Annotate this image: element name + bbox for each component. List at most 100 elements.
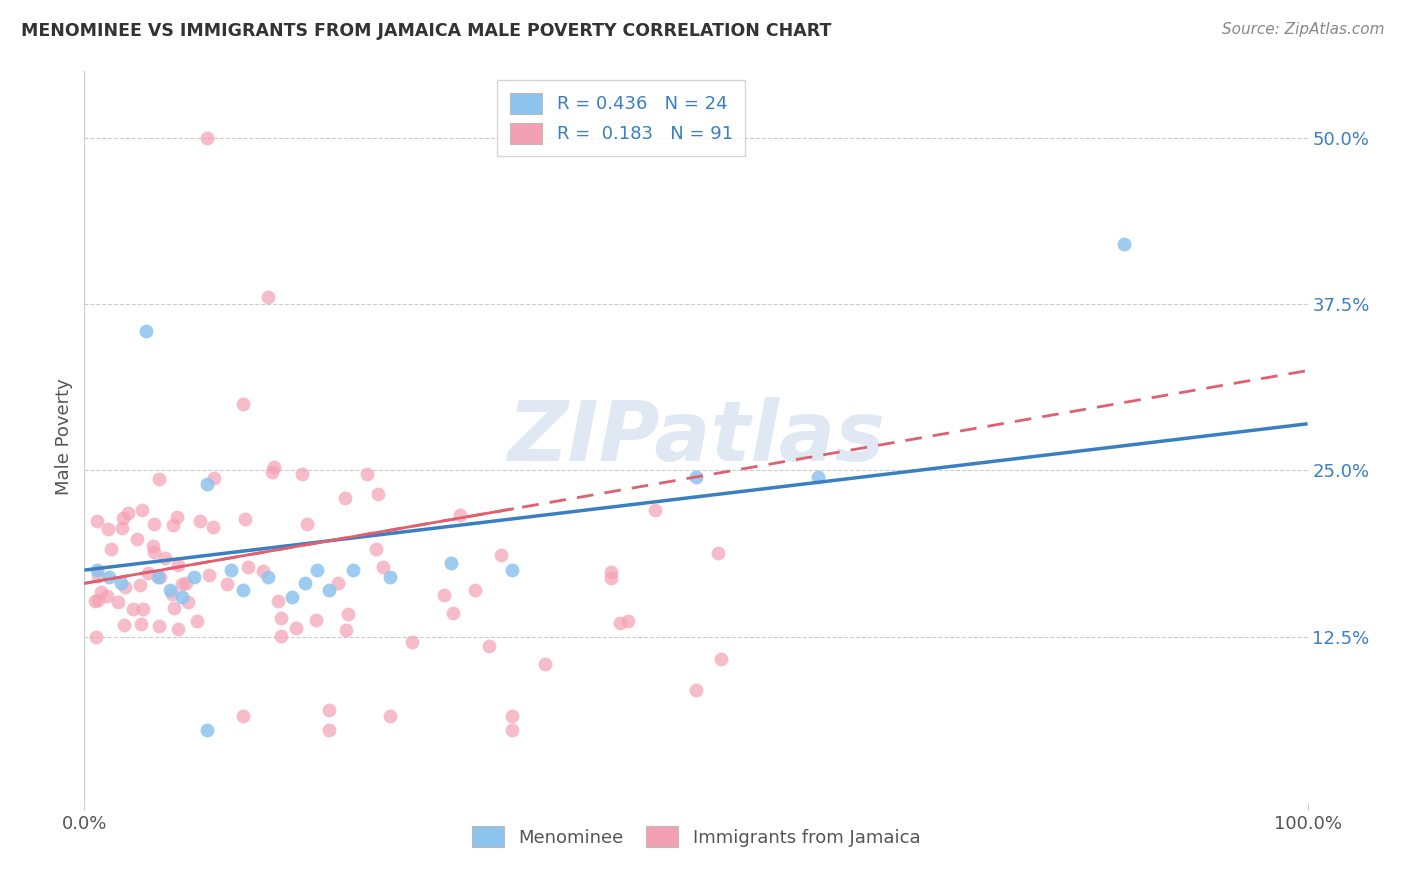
Point	[707, 546, 730, 560]
Legend: Menominee, Immigrants from Jamaica: Menominee, Immigrants from Jamaica	[460, 814, 932, 860]
Point	[125, 532, 148, 546]
Point	[685, 470, 707, 484]
Point	[162, 601, 184, 615]
Point	[326, 575, 349, 590]
Point	[401, 634, 423, 648]
Point	[599, 566, 621, 580]
Point	[195, 131, 218, 145]
Point	[449, 508, 471, 522]
Point	[335, 624, 357, 638]
Point	[142, 539, 165, 553]
Point	[131, 503, 153, 517]
Point	[148, 472, 170, 486]
Point	[83, 593, 105, 607]
Point	[114, 618, 136, 632]
Point	[233, 512, 256, 526]
Point	[96, 589, 118, 603]
Point	[219, 563, 242, 577]
Point	[135, 324, 157, 338]
Point	[128, 578, 150, 592]
Point	[132, 602, 155, 616]
Text: MENOMINEE VS IMMIGRANTS FROM JAMAICA MALE POVERTY CORRELATION CHART: MENOMINEE VS IMMIGRANTS FROM JAMAICA MAL…	[21, 22, 831, 40]
Point	[533, 657, 555, 672]
Point	[281, 590, 304, 604]
Point	[177, 595, 200, 609]
Point	[502, 723, 524, 737]
Point	[502, 709, 524, 723]
Point	[367, 486, 389, 500]
Point	[170, 577, 193, 591]
Point	[90, 585, 112, 599]
Point	[86, 514, 108, 528]
Point	[238, 559, 260, 574]
Point	[441, 606, 464, 620]
Point	[111, 521, 134, 535]
Point	[440, 557, 463, 571]
Point	[478, 639, 501, 653]
Point	[270, 629, 292, 643]
Point	[198, 568, 221, 582]
Point	[162, 518, 184, 533]
Point	[380, 570, 402, 584]
Point	[489, 548, 512, 562]
Point	[100, 541, 122, 556]
Point	[195, 723, 218, 737]
Point	[121, 602, 143, 616]
Point	[807, 470, 830, 484]
Point	[267, 593, 290, 607]
Point	[318, 582, 340, 597]
Point	[117, 506, 139, 520]
Point	[172, 590, 194, 604]
Point	[202, 520, 225, 534]
Point	[318, 703, 340, 717]
Point	[318, 723, 340, 737]
Point	[1114, 237, 1136, 252]
Point	[167, 622, 190, 636]
Point	[371, 560, 394, 574]
Point	[257, 290, 280, 304]
Point	[148, 619, 170, 633]
Point	[97, 570, 120, 584]
Point	[143, 545, 166, 559]
Y-axis label: Male Poverty: Male Poverty	[55, 379, 73, 495]
Point	[107, 595, 129, 609]
Point	[294, 576, 316, 591]
Point	[138, 566, 160, 580]
Point	[162, 587, 184, 601]
Point	[291, 467, 314, 481]
Point	[183, 570, 205, 584]
Point	[710, 652, 733, 666]
Point	[433, 588, 456, 602]
Point	[215, 577, 238, 591]
Point	[464, 583, 486, 598]
Text: Source: ZipAtlas.com: Source: ZipAtlas.com	[1222, 22, 1385, 37]
Point	[232, 709, 254, 723]
Point	[87, 592, 110, 607]
Point	[153, 550, 176, 565]
Point	[84, 630, 107, 644]
Point	[356, 467, 378, 482]
Point	[295, 517, 318, 532]
Point	[284, 621, 307, 635]
Point	[260, 465, 283, 479]
Point	[336, 607, 359, 622]
Point	[685, 682, 707, 697]
Point	[305, 563, 328, 577]
Point	[366, 541, 388, 556]
Point	[142, 517, 165, 532]
Text: ZIPatlas: ZIPatlas	[508, 397, 884, 477]
Point	[110, 576, 132, 591]
Point	[202, 471, 225, 485]
Point	[502, 563, 524, 577]
Point	[186, 614, 208, 628]
Point	[335, 491, 357, 505]
Point	[257, 570, 280, 584]
Point	[305, 613, 328, 627]
Point	[129, 617, 152, 632]
Point	[97, 522, 120, 536]
Point	[617, 614, 640, 628]
Point	[232, 397, 254, 411]
Point	[174, 575, 197, 590]
Point	[263, 459, 285, 474]
Point	[232, 582, 254, 597]
